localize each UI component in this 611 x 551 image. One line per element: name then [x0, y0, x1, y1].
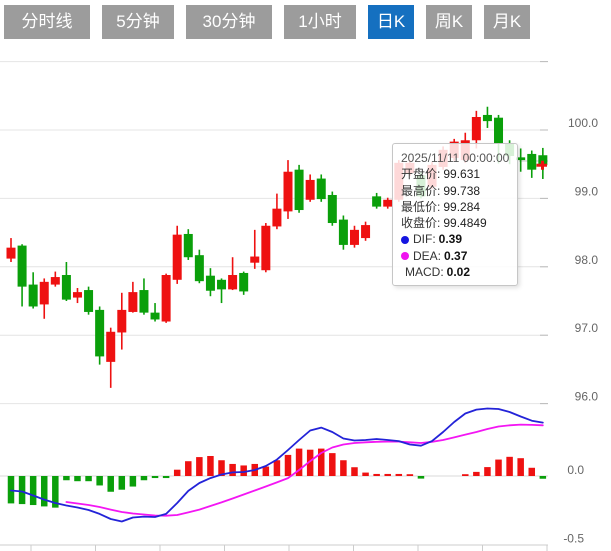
tooltip-low-row: 最低价: 99.284	[401, 199, 481, 214]
price-axis-label: 96.0	[575, 390, 599, 404]
price-axis-label: 100.0	[568, 116, 598, 130]
tooltip-date: 2025/11/11 00:00:00	[401, 151, 510, 165]
tooltip-high-row: 最高价: 99.738	[401, 183, 481, 198]
tab-5min[interactable]: 5分钟	[102, 5, 174, 39]
price-axis-label: 99.0	[575, 184, 599, 198]
tooltip-macd-row: MACD: 0.02	[405, 265, 471, 280]
tab-1hour[interactable]: 1小时	[284, 5, 356, 39]
period-tabbar: 分时线 5分钟 30分钟 1小时 日K 周K 月K	[4, 5, 530, 39]
dea-line-layer	[65, 423, 544, 517]
macd-axis-label: 0.0	[567, 463, 584, 477]
tab-daily-k[interactable]: 日K	[368, 5, 414, 39]
price-axis-label: 98.0	[575, 253, 599, 267]
tab-30min[interactable]: 30分钟	[186, 5, 272, 39]
tab-timeline[interactable]: 分时线	[4, 5, 90, 39]
candle-tooltip: 2025/11/11 00:00:00 开盘价: 99.631 最高价: 99.73…	[392, 143, 518, 287]
dea-line	[65, 423, 544, 517]
macd-histogram	[7, 448, 547, 508]
tab-weekly-k[interactable]: 周K	[426, 5, 472, 39]
dif-bullet-icon	[401, 235, 409, 244]
last-price-marker	[536, 160, 547, 170]
tab-monthly-k[interactable]: 月K	[484, 5, 530, 39]
time-axis	[0, 544, 548, 551]
tooltip-close-row: 收盘价: 99.4849	[401, 216, 487, 231]
dif-line-layer	[10, 407, 544, 523]
dea-bullet-icon	[401, 252, 409, 261]
dif-line	[10, 407, 544, 523]
tooltip-dea-row: DEA: 0.37	[401, 248, 509, 264]
macd-axis-label: -0.5	[563, 532, 584, 546]
tooltip-open-row: 开盘价: 99.631	[401, 167, 481, 182]
price-axis-label: 97.0	[575, 321, 599, 335]
tooltip-dif-row: DIF: 0.39	[401, 231, 509, 247]
